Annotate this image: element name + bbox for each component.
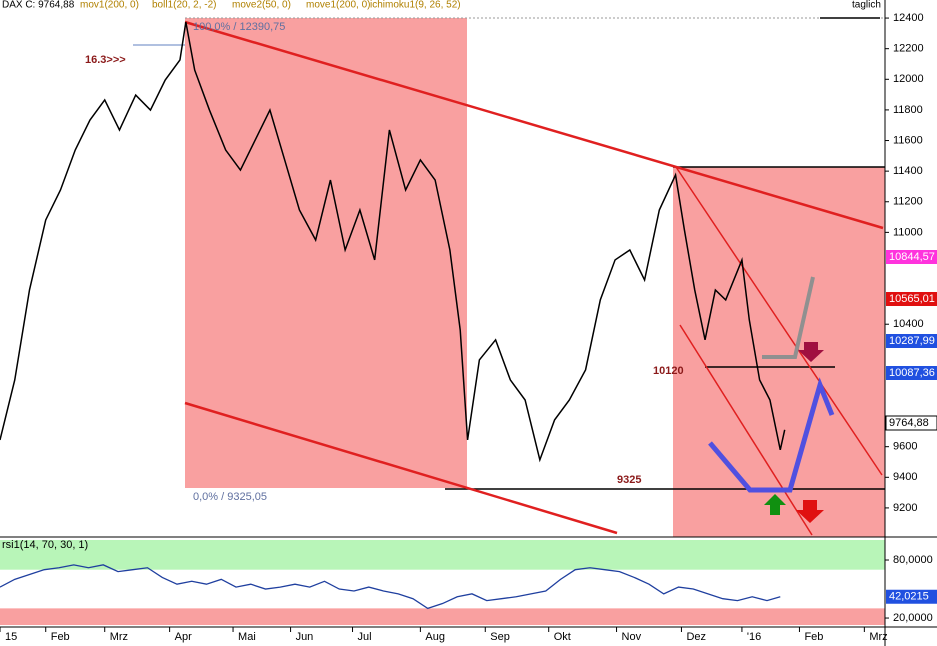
y-tick-label: 9200 (893, 502, 917, 514)
x-tick-label: '16 (747, 631, 761, 643)
y-tick-label: 12400 (893, 12, 924, 24)
y-tick-label: 10400 (893, 318, 924, 330)
indicator: mov1(200, 0) (80, 0, 139, 11)
price-tag (886, 334, 937, 348)
x-tick-label: Dez (686, 631, 706, 643)
x-tick-label: Jun (296, 631, 314, 643)
x-tick-label: Feb (804, 631, 823, 643)
price-label: 10565,01 (889, 293, 935, 305)
price-tag (886, 366, 937, 380)
y-tick-label: 20,0000 (893, 612, 933, 624)
x-tick-label: Aug (425, 631, 445, 643)
x-tick-label: Nov (622, 631, 642, 643)
price-label: 10087,36 (889, 367, 935, 379)
trend-line (184, 20, 884, 230)
indicator: move2(50, 0) (232, 0, 291, 11)
x-tick-label: Mrz (869, 631, 887, 643)
x-tick-label: Sep (490, 631, 510, 643)
x-tick-label: Jul (358, 631, 372, 643)
annotation: 100,0% / 12390,75 (193, 21, 285, 33)
y-tick-label: 11400 (893, 165, 923, 177)
x-tick-label: Okt (554, 631, 571, 643)
y-tick-label: 9600 (893, 441, 917, 453)
price-label: 10287,99 (889, 335, 935, 347)
oversold-zone (0, 608, 885, 625)
arrow-down (798, 342, 824, 362)
y-tick-label: 80,0000 (893, 554, 933, 566)
price-tag (886, 250, 937, 264)
price-label: 9764,88 (889, 417, 929, 429)
y-tick-label: 11000 (893, 226, 923, 238)
y-tick-label: 11200 (893, 196, 923, 208)
trend-line (675, 166, 883, 476)
annotation: 10120 (653, 365, 684, 377)
zone (185, 18, 467, 488)
annotation: 16.3>>> (85, 54, 126, 66)
zone (673, 167, 885, 537)
annotation: 0,0% / 9325,05 (193, 491, 267, 503)
indicator: ichimoku1(9, 26, 52) (370, 0, 461, 11)
x-tick-label: Apr (175, 631, 192, 643)
x-tick-label: Mrz (110, 631, 128, 643)
overbought-zone (0, 540, 885, 570)
price-tag (885, 415, 937, 431)
arrow-down (796, 500, 824, 523)
scenario-arrow (762, 276, 815, 359)
x-tick-label: Feb (51, 631, 70, 643)
trend-line (184, 401, 618, 535)
price-line (0, 21, 786, 463)
trend-line (679, 324, 813, 536)
y-tick-label: 11600 (893, 134, 923, 146)
y-tick-label: 9400 (893, 471, 917, 483)
indicator: move1(200, 0) (306, 0, 370, 11)
x-tick-label: Mai (238, 631, 256, 643)
y-tick-label: 12200 (893, 43, 924, 55)
y-tick-label: 11800 (893, 104, 923, 116)
price-tag (886, 292, 937, 306)
indicator: boll1(20, 2, -2) (152, 0, 216, 11)
annotation: 9325 (617, 474, 641, 486)
period: taglich (852, 0, 881, 11)
chart-title: DAX C: 9764,88 (2, 0, 75, 11)
scenario-arrow (708, 377, 835, 493)
y-tick-label: 12000 (893, 73, 924, 85)
arrow-up (764, 494, 786, 515)
price-label: 10844,57 (889, 251, 935, 263)
rsi-label: 42,0215 (889, 591, 929, 603)
price-tag (886, 589, 937, 604)
x-tick-label: 15 (5, 631, 17, 643)
rsi-line (0, 564, 781, 610)
rsi-title: rsi1(14, 70, 30, 1) (2, 539, 88, 551)
